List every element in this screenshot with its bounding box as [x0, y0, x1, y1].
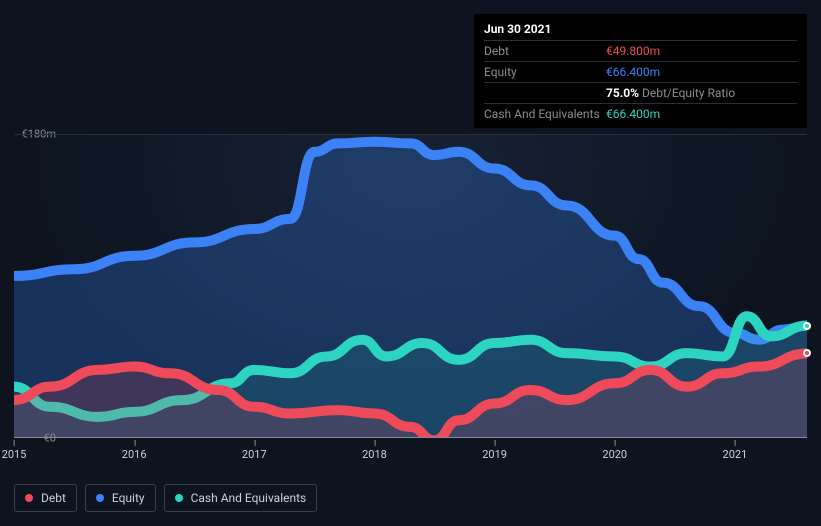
legend-item-equity[interactable]: Equity: [85, 484, 156, 512]
tooltip-row-ratio: 75.0% Debt/Equity Ratio: [484, 82, 797, 103]
legend-item-cash[interactable]: Cash And Equivalents: [164, 484, 318, 512]
tooltip-label: Cash And Equivalents: [484, 106, 606, 122]
tooltip-label: [484, 85, 606, 101]
legend-dot-icon: [175, 494, 183, 502]
chart: €180m€0 2015201620172018201920202021: [14, 120, 807, 466]
chart-svg: [14, 135, 807, 437]
legend-label: Equity: [112, 491, 145, 505]
legend-label: Cash And Equivalents: [191, 491, 307, 505]
legend-dot-icon: [96, 494, 104, 502]
cash-end-marker: [803, 322, 811, 330]
legend: Debt Equity Cash And Equivalents: [14, 484, 317, 512]
x-axis-label: 2019: [482, 448, 507, 461]
tooltip-label: Equity: [484, 64, 606, 80]
debt-end-marker: [803, 349, 811, 357]
legend-dot-icon: [25, 494, 33, 502]
x-axis-label: 2015: [2, 448, 27, 461]
x-axis-label: 2017: [242, 448, 267, 461]
tooltip-value: €66.400m: [606, 106, 797, 122]
tooltip-value: 75.0% Debt/Equity Ratio: [606, 85, 797, 101]
tooltip-row-cash: Cash And Equivalents €66.400m: [484, 103, 797, 124]
x-axis-label: 2020: [602, 448, 627, 461]
chart-plot-area[interactable]: [14, 134, 807, 438]
tooltip-value: €66.400m: [606, 64, 797, 80]
tooltip-value: €49.800m: [606, 43, 797, 59]
chart-tooltip: Jun 30 2021 Debt €49.800m Equity €66.400…: [474, 14, 807, 128]
tooltip-label: Debt: [484, 43, 606, 59]
x-axis-label: 2021: [723, 448, 748, 461]
tooltip-row-equity: Equity €66.400m: [484, 61, 797, 82]
tooltip-row-debt: Debt €49.800m: [484, 40, 797, 61]
x-axis-label: 2018: [362, 448, 387, 461]
legend-label: Debt: [41, 491, 66, 505]
x-axis-label: 2016: [122, 448, 147, 461]
tooltip-date: Jun 30 2021: [484, 20, 797, 40]
x-axis: 2015201620172018201920202021: [14, 444, 807, 466]
legend-item-debt[interactable]: Debt: [14, 484, 77, 512]
